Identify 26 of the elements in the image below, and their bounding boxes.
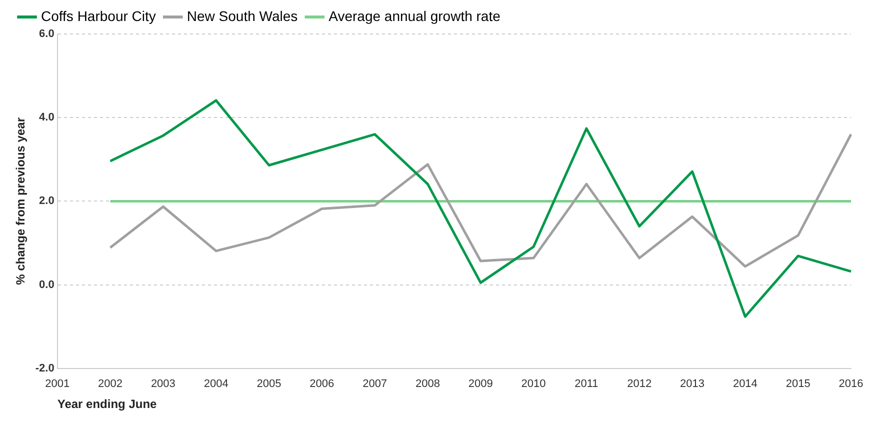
x-tick-label: 2009 [468, 378, 493, 390]
y-tick-label: -2.0 [35, 362, 54, 374]
legend-label: Coffs Harbour City [41, 8, 156, 24]
x-tick-label: 2016 [838, 378, 864, 390]
x-axis-title: Year ending June [57, 397, 158, 412]
x-tick-label: 2001 [45, 378, 70, 390]
x-tick-label: 2006 [310, 378, 334, 390]
legend-label: New South Wales [186, 8, 298, 24]
x-tick-label: 2007 [362, 378, 388, 390]
x-tick-label: 2003 [150, 378, 176, 390]
y-tick-label: 4.0 [39, 112, 54, 124]
legend-label: Average annual growth rate [328, 8, 501, 24]
x-tick-label: 2010 [521, 378, 546, 390]
x-tick-label: 2004 [204, 378, 228, 390]
x-tick-label: 2014 [732, 378, 758, 390]
x-tick-label: 2012 [627, 378, 652, 390]
x-tick-label: 2005 [256, 378, 282, 390]
x-tick-label: 2008 [415, 378, 440, 390]
y-tick-label: 6.0 [39, 28, 54, 40]
y-tick-label: 0.0 [39, 278, 54, 291]
x-tick-label: 2013 [680, 378, 705, 390]
x-tick-label: 2011 [574, 378, 598, 390]
x-tick-label: 2015 [786, 378, 810, 390]
y-tick-label: 2.0 [39, 195, 54, 208]
y-axis-title: % change from previous year [14, 117, 28, 285]
x-tick-label: 2002 [98, 378, 123, 390]
